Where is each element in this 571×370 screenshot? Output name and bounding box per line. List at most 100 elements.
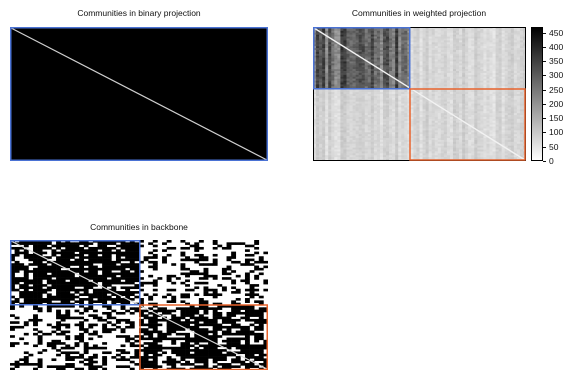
weighted-cell xyxy=(456,27,460,30)
weighted-cell xyxy=(522,63,526,66)
weighted-cell xyxy=(456,32,460,35)
weighted-cell xyxy=(398,78,402,81)
weighted-cell xyxy=(343,139,347,143)
weighted-cell xyxy=(489,92,493,95)
weighted-cell xyxy=(422,109,426,112)
weighted-cell xyxy=(465,63,469,66)
weighted-cell xyxy=(446,55,451,58)
weighted-cell xyxy=(319,34,323,37)
weighted-cell xyxy=(364,53,369,57)
weighted-cell xyxy=(413,82,417,85)
weighted-cell xyxy=(322,65,326,68)
weighted-cell xyxy=(452,61,457,64)
weighted-cell xyxy=(422,116,426,120)
weighted-cell xyxy=(355,42,359,45)
weighted-cell xyxy=(373,40,378,43)
weighted-cell xyxy=(367,147,372,150)
weighted-cell xyxy=(328,74,332,78)
weighted-cell xyxy=(504,72,509,76)
weighted-cell xyxy=(513,38,518,41)
weighted-cell xyxy=(319,139,323,143)
weighted-cell xyxy=(519,67,524,70)
weighted-cell xyxy=(498,34,502,37)
weighted-cell xyxy=(513,34,518,37)
weighted-cell xyxy=(428,86,432,89)
weighted-cell xyxy=(492,51,496,55)
weighted-cell xyxy=(419,105,423,108)
weighted-cell xyxy=(434,116,439,120)
weighted-cell xyxy=(434,130,439,133)
weighted-cell xyxy=(386,153,390,156)
weighted-cell xyxy=(492,74,496,78)
weighted-cell xyxy=(510,86,515,89)
weighted-cell xyxy=(446,97,451,101)
weighted-cell xyxy=(392,138,396,141)
weighted-cell xyxy=(382,105,387,108)
weighted-cell xyxy=(474,124,478,127)
weighted-cell xyxy=(358,149,362,152)
weighted-cell xyxy=(404,113,408,116)
weighted-cell xyxy=(468,120,472,124)
weighted-cell xyxy=(370,46,375,49)
weighted-cell xyxy=(413,122,417,125)
weighted-cell xyxy=(370,116,375,120)
weighted-cell xyxy=(456,49,460,53)
weighted-cell xyxy=(471,84,475,87)
weighted-cell xyxy=(465,132,469,135)
weighted-cell xyxy=(355,120,359,124)
weighted-cell xyxy=(510,92,515,95)
weighted-cell xyxy=(386,155,390,158)
weighted-cell xyxy=(316,145,320,148)
weighted-cell xyxy=(386,63,390,66)
weighted-cell xyxy=(367,130,372,133)
weighted-cell xyxy=(370,42,375,45)
weighted-cell xyxy=(519,128,524,131)
weighted-cell xyxy=(337,78,341,81)
weighted-cell xyxy=(468,138,472,141)
weighted-cell xyxy=(462,143,466,146)
weighted-cell xyxy=(477,138,481,141)
weighted-cell xyxy=(376,143,381,146)
weighted-cell xyxy=(389,28,393,32)
weighted-cell xyxy=(328,132,332,135)
weighted-cell xyxy=(516,122,521,125)
weighted-cell xyxy=(325,80,329,83)
weighted-cell xyxy=(510,130,515,133)
weighted-cell xyxy=(334,153,338,156)
weighted-cell xyxy=(501,44,505,47)
weighted-cell xyxy=(401,34,405,37)
weighted-cell xyxy=(401,151,405,154)
weighted-cell xyxy=(477,74,481,78)
weighted-cell xyxy=(513,82,518,85)
weighted-cell xyxy=(404,65,408,68)
weighted-cell xyxy=(410,101,414,104)
weighted-cell xyxy=(404,49,408,53)
weighted-cell xyxy=(425,126,429,129)
weighted-cell xyxy=(440,155,445,158)
weighted-cell xyxy=(440,105,445,108)
weighted-cell xyxy=(352,32,356,35)
weighted-cell xyxy=(504,124,509,127)
weighted-cell xyxy=(325,36,329,39)
weighted-cell xyxy=(316,76,320,79)
weighted-cell xyxy=(513,109,518,112)
weighted-cell xyxy=(382,65,387,68)
weighted-cell xyxy=(462,141,466,145)
weighted-cell xyxy=(343,136,347,139)
weighted-cell xyxy=(510,101,515,104)
weighted-cell xyxy=(516,134,521,137)
weighted-cell xyxy=(495,27,499,30)
weighted-cell xyxy=(483,147,487,150)
weighted-cell xyxy=(498,94,502,97)
weighted-cell xyxy=(452,132,457,135)
weighted-cell xyxy=(319,61,323,64)
weighted-cell xyxy=(437,126,442,129)
weighted-cell xyxy=(398,84,402,87)
weighted-cell xyxy=(358,28,362,32)
weighted-cell xyxy=(510,32,515,35)
weighted-cell xyxy=(501,149,505,152)
weighted-cell xyxy=(370,109,375,112)
weighted-cell xyxy=(522,65,526,68)
weighted-cell xyxy=(410,122,414,125)
weighted-cell xyxy=(322,38,326,41)
